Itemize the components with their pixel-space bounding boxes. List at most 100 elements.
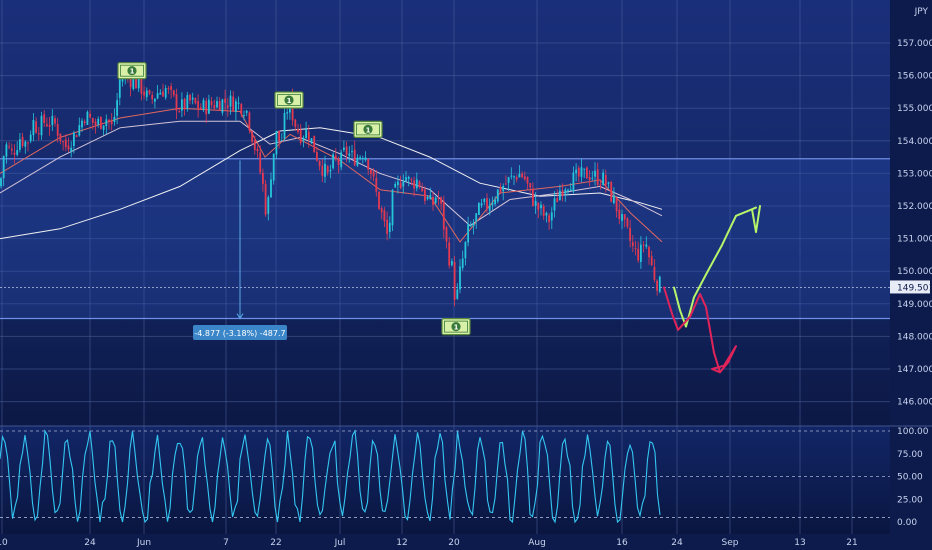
candle-body — [229, 95, 232, 107]
candle-body — [540, 204, 542, 209]
candle-body — [19, 139, 21, 150]
candle-body — [372, 171, 375, 177]
candle-body — [280, 140, 283, 142]
candle-body — [407, 176, 410, 179]
time-tick-label: 22 — [270, 538, 281, 548]
candle-body — [191, 97, 194, 100]
candle-body — [356, 157, 359, 166]
candle-body — [275, 131, 278, 155]
candle-body — [143, 91, 145, 96]
price-axis-background — [890, 0, 932, 534]
candle-body — [432, 197, 434, 205]
oscillator — [0, 429, 890, 524]
candle-body — [642, 244, 645, 246]
price-axis: 157.000 156.000 155.000 154.000 153.000 152.0… — [890, 39, 932, 408]
candle-body — [86, 111, 89, 125]
candle-body — [272, 153, 275, 181]
candle-body — [324, 163, 326, 177]
candle-body — [89, 113, 91, 118]
candle-body — [496, 189, 499, 202]
candle-body — [13, 152, 16, 155]
candle-body — [402, 181, 405, 187]
oscillator-axis: 100.00 75.00 50.00 25.00 0.00 — [897, 427, 929, 528]
candle-body — [542, 206, 545, 217]
dollar-bill-border — [277, 94, 301, 106]
candle-body — [113, 116, 116, 122]
candle-body — [326, 166, 329, 173]
candlesticks — [0, 62, 661, 307]
candle-body — [46, 124, 48, 127]
candle-body — [205, 100, 208, 115]
price-tick-label: 154.000 — [897, 137, 932, 147]
candle-body — [599, 184, 602, 186]
price-tick-label: 153.000 — [897, 169, 932, 179]
candle-body — [197, 101, 199, 110]
candle-body — [175, 94, 178, 111]
candle-body — [253, 140, 256, 150]
candle-body — [210, 101, 213, 106]
candle-body — [494, 199, 496, 205]
candle-body — [2, 156, 5, 179]
candle-body — [118, 79, 121, 98]
candle-body — [532, 188, 534, 206]
dollar-bill-border — [356, 123, 380, 136]
candle-body — [580, 167, 583, 177]
candle-body — [380, 208, 383, 213]
candle-body — [208, 99, 210, 114]
candle-body — [202, 100, 205, 110]
candle-body — [48, 124, 51, 127]
moving-average-line — [0, 107, 663, 243]
candle-body — [464, 241, 467, 259]
candle-body — [480, 203, 483, 206]
candle-body — [429, 195, 432, 200]
candle-body — [243, 115, 245, 117]
candle-body — [469, 225, 472, 227]
candle-body — [510, 175, 513, 177]
oscillator-tick-label: 75.00 — [897, 450, 923, 460]
candle-body — [575, 169, 577, 174]
candle-body — [577, 167, 580, 177]
candle-body — [302, 137, 305, 141]
candle-body — [110, 121, 113, 125]
candle-body — [16, 150, 19, 155]
time-tick-label: 7 — [223, 538, 229, 548]
candle-body — [413, 180, 415, 189]
candle-body — [108, 119, 110, 122]
oscillator-tick-label: 25.00 — [897, 495, 923, 505]
dollar-bill-marker: 1 — [353, 120, 383, 138]
candle-body — [456, 289, 459, 299]
candle-body — [51, 115, 54, 126]
measure-label: -4.877 (-3.18%) -487.7 — [194, 329, 285, 338]
candle-body — [483, 198, 486, 202]
candle-body — [559, 190, 561, 201]
candle-body — [640, 244, 642, 262]
candle-body — [27, 142, 29, 144]
candle-body — [553, 198, 556, 211]
candle-body — [405, 177, 407, 182]
candle-body — [583, 168, 586, 170]
candle-body — [453, 262, 456, 300]
oscillator-line — [0, 429, 661, 524]
bullish-projection-arrow — [673, 205, 761, 328]
candle-body — [618, 209, 621, 220]
price-tick-label: 151.000 — [897, 235, 932, 245]
price-tick-label: 150.000 — [897, 267, 932, 277]
candle-body — [631, 242, 634, 247]
candle-body — [283, 112, 286, 139]
dollar-bill-seal — [363, 124, 373, 134]
candle-body — [102, 125, 105, 130]
candle-body — [129, 76, 132, 88]
price-tick-label: 156.000 — [897, 72, 932, 82]
price-tick-label: 148.000 — [897, 332, 932, 342]
candle-body — [148, 90, 151, 94]
candle-body — [594, 170, 596, 177]
candle-body — [440, 197, 442, 204]
candle-body — [499, 187, 502, 193]
candle-body — [59, 133, 62, 142]
candle-body — [348, 153, 351, 156]
candle-body — [297, 128, 299, 133]
signal-markers: 1 1 1 1 — [117, 62, 471, 336]
time-tick-label: 10 — [0, 538, 8, 548]
candle-body — [29, 134, 32, 142]
